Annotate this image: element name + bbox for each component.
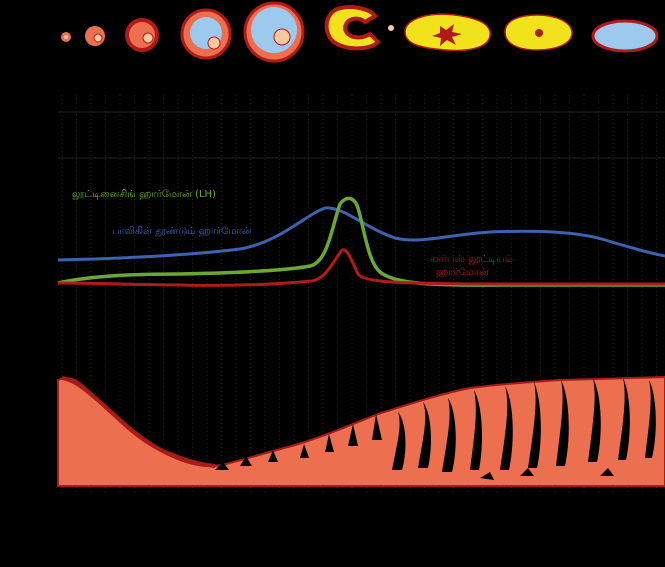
corpus-luteum-icon: [404, 13, 491, 52]
endometrium-layer: [57, 375, 665, 487]
mature-corpus-luteum-icon: [504, 14, 573, 51]
endometrium-glands: [215, 378, 656, 480]
hormone-chart: லூட்டினைசிங் ஹார்மோன் (LH) பாலிகிள் தூண்…: [57, 189, 665, 287]
corpus-albicans-icon: [591, 19, 659, 53]
ovarian-cycle-row: [61, 1, 659, 63]
progesterone-label-line2: ஹார்மோன்: [436, 267, 489, 278]
fsh-curve: [57, 206, 665, 262]
ovulation-icon: [324, 5, 394, 51]
endometrium-edge-dark: [61, 376, 216, 468]
background-grid: [58, 95, 665, 495]
progesterone-curve: [57, 248, 665, 287]
early-antral-follicle-icon: [180, 8, 232, 60]
progesterone-label-line1: கார்பஸ் லூட்டியம்: [430, 254, 513, 265]
fsh-label: பாலிகிள் தூண்டும் ஹார்மோன்: [112, 226, 252, 237]
secondary-follicle-icon: [125, 18, 159, 52]
lh-label: லூட்டினைசிங் ஹார்மோன் (LH): [72, 189, 216, 200]
primordial-follicle-icon: [61, 32, 71, 42]
primary-follicle-icon: [85, 26, 105, 46]
mature-follicle-icon: [243, 1, 305, 63]
